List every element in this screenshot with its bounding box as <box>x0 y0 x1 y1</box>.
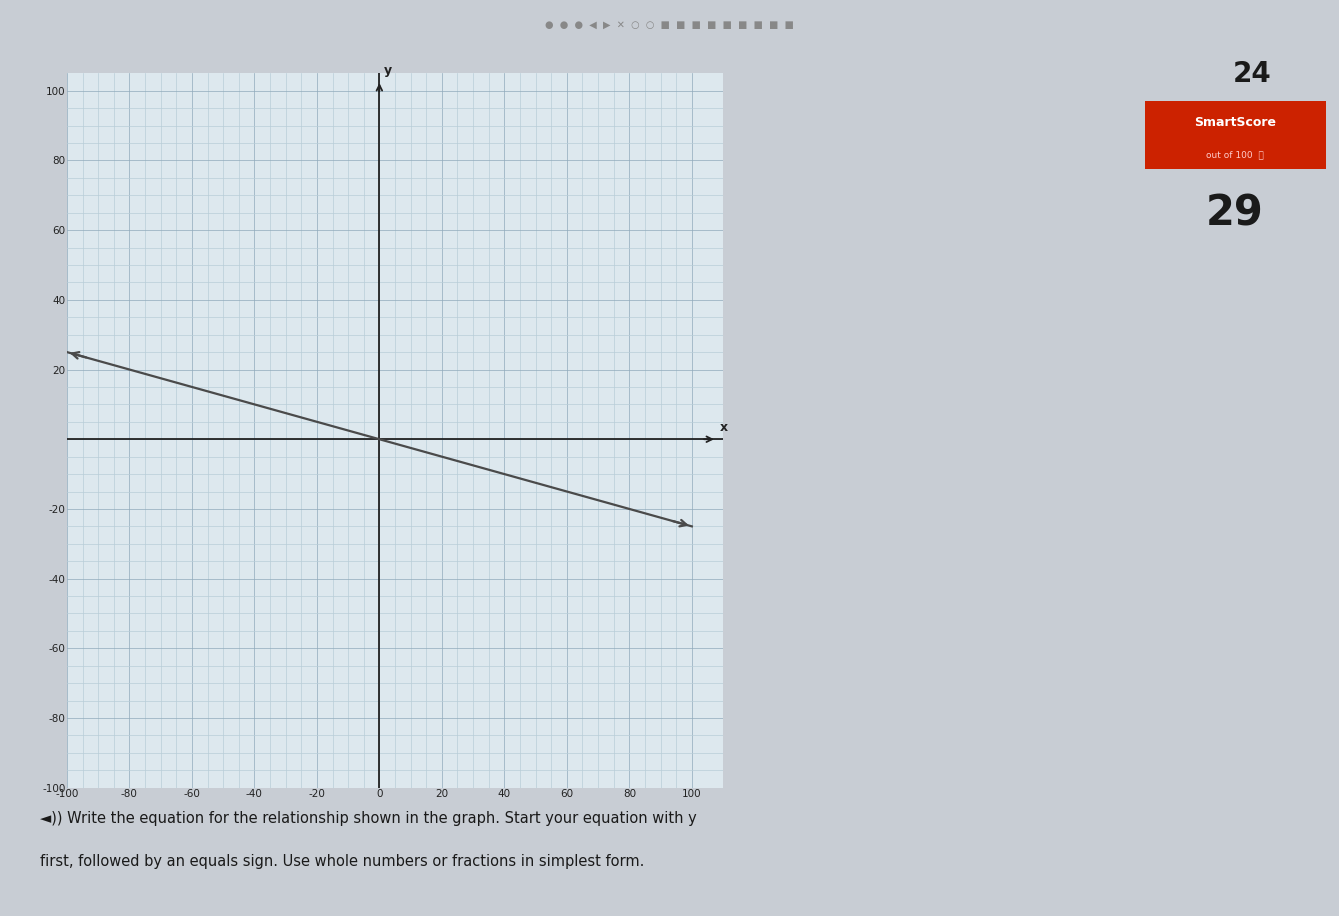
Text: first, followed by an equals sign. Use whole numbers or fractions in simplest fo: first, followed by an equals sign. Use w… <box>40 854 644 868</box>
Text: 29: 29 <box>1205 192 1264 234</box>
FancyBboxPatch shape <box>1141 100 1330 171</box>
Text: SmartScore: SmartScore <box>1194 116 1276 129</box>
Text: ●  ●  ●  ◀  ▶  ✕  ○  ○  ■  ■  ■  ■  ■  ■  ■  ■  ■: ● ● ● ◀ ▶ ✕ ○ ○ ■ ■ ■ ■ ■ ■ ■ ■ ■ <box>545 20 794 30</box>
Text: ◄)) Write the equation for the relationship shown in the graph. Start your equat: ◄)) Write the equation for the relations… <box>40 811 696 825</box>
Text: x: x <box>720 421 728 434</box>
Text: y: y <box>384 64 392 77</box>
Text: 24: 24 <box>1233 60 1271 88</box>
Text: out of 100  ⓘ: out of 100 ⓘ <box>1206 150 1264 158</box>
